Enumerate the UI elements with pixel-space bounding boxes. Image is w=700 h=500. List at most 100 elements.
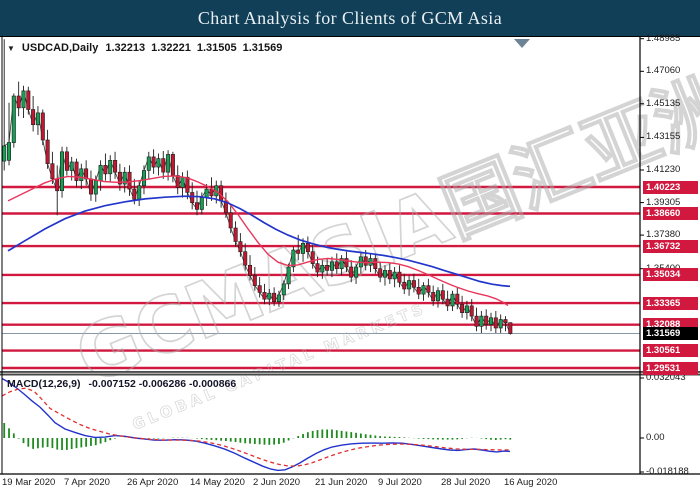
candle-bullish xyxy=(93,180,98,195)
price-tick-label: 1.41230 xyxy=(646,164,681,175)
candle-bearish xyxy=(503,319,508,324)
autoscroll-arrow-icon xyxy=(514,39,530,48)
price-tick-label: 1.39305 xyxy=(646,196,681,208)
candle-bearish xyxy=(243,251,248,266)
candle-bearish xyxy=(31,109,36,125)
candle-bearish xyxy=(50,163,55,180)
page-title: Chart Analysis for Clients of GCM Asia xyxy=(197,7,503,28)
candle-bullish xyxy=(320,264,325,273)
candle-bearish xyxy=(248,264,253,276)
candle-bullish xyxy=(156,158,161,168)
price-level-badge: 1.36732 xyxy=(643,239,698,253)
candle-bullish xyxy=(392,271,397,280)
candle-bearish xyxy=(305,243,310,253)
candle-bearish xyxy=(161,158,166,173)
candle-bearish xyxy=(132,188,137,200)
price-tick-label: 1.43155 xyxy=(646,131,681,143)
candle-bullish xyxy=(435,290,440,302)
indicator-label: MACD(12,26,9) -0.007152 -0.006286 -0.000… xyxy=(7,378,236,390)
candle-bearish xyxy=(474,315,479,327)
candle-bearish xyxy=(219,185,224,202)
low-value: 1.31505 xyxy=(196,42,237,54)
candle-bearish xyxy=(16,95,21,109)
candle-bearish xyxy=(493,317,498,329)
candle-bullish xyxy=(137,185,142,200)
candle-bearish xyxy=(151,156,156,168)
candle-bearish xyxy=(170,154,175,176)
symbol-info-bar: ▼ USDCAD,Daily 1.32213 1.32221 1.31505 1… xyxy=(7,41,282,55)
candle-bullish xyxy=(291,249,296,268)
price-level-badge: 1.38660 xyxy=(643,207,698,220)
candle-bearish xyxy=(252,275,257,286)
price-tick-label: 1.35400 xyxy=(646,263,680,274)
candle-bearish xyxy=(363,256,368,266)
candle-bearish xyxy=(113,160,118,173)
date-label: 2 Jun 2020 xyxy=(253,477,301,488)
candle-bullish xyxy=(166,154,171,173)
price-level-badge: 1.33365 xyxy=(643,296,698,310)
axis-ticks xyxy=(640,38,644,473)
candle-bearish xyxy=(455,293,460,305)
symbol-dropdown-icon[interactable]: ▼ xyxy=(7,43,15,53)
ma-fast-line xyxy=(7,175,509,307)
candle-bearish xyxy=(257,285,262,293)
candle-bullish xyxy=(281,283,286,296)
candle-bullish xyxy=(329,261,334,271)
candle-bullish xyxy=(479,315,484,327)
candle-bearish xyxy=(402,281,407,290)
price-level-badge: 1.30561 xyxy=(643,344,698,358)
candle-bearish xyxy=(89,178,94,195)
candle-bearish xyxy=(84,168,89,180)
candle-bearish xyxy=(445,298,450,307)
candle-bearish xyxy=(262,292,267,300)
candle-bearish xyxy=(26,90,31,110)
candle-bearish xyxy=(460,303,465,314)
candle-bullish xyxy=(407,280,412,290)
candle-bullish xyxy=(204,188,209,198)
candle-bullish xyxy=(146,156,151,171)
candle-bullish xyxy=(122,171,127,185)
indicator-name: MACD(12,26,9) xyxy=(7,378,81,390)
date-label: 19 Mar 2020 xyxy=(2,477,56,488)
candle-bearish xyxy=(431,292,436,302)
date-label: 28 Jul 2020 xyxy=(441,477,491,488)
candle-bullish xyxy=(2,145,7,162)
macd-signal-line xyxy=(1,387,511,467)
candle-bearish xyxy=(440,290,445,300)
macd-layer xyxy=(1,377,512,472)
price-tick-label: 1.37380 xyxy=(646,229,681,241)
high-value: 1.32221 xyxy=(151,42,191,54)
candle-bearish xyxy=(378,268,383,278)
close-line xyxy=(3,89,511,334)
candle-bullish xyxy=(108,160,113,175)
candles-layer xyxy=(2,39,513,335)
current-price-badge: 1.31569 xyxy=(643,327,698,340)
candle-bearish xyxy=(387,270,392,280)
candle-bullish xyxy=(69,161,74,171)
candle-bullish xyxy=(142,170,147,186)
candle-bearish xyxy=(426,285,431,293)
candle-bearish xyxy=(64,151,69,171)
candle-bullish xyxy=(421,285,426,295)
candle-bearish xyxy=(228,212,233,229)
candle-bearish xyxy=(238,241,243,253)
candle-bullish xyxy=(276,294,281,302)
candle-bearish xyxy=(190,192,195,203)
candle-bearish xyxy=(310,251,315,264)
candle-bullish xyxy=(339,258,344,269)
candle-bullish xyxy=(59,151,64,192)
ma-slow-line xyxy=(7,195,511,288)
candle-bearish xyxy=(40,112,45,141)
candle-bearish xyxy=(373,258,378,269)
candle-bearish xyxy=(195,202,200,210)
date-label: 7 Apr 2020 xyxy=(64,477,110,488)
candle-bearish xyxy=(185,176,190,193)
title-bar: Chart Analysis for Clients of GCM Asia xyxy=(0,0,700,36)
candle-bearish xyxy=(223,200,228,214)
candle-bearish xyxy=(325,264,330,271)
candle-bearish xyxy=(484,315,489,325)
candle-bearish xyxy=(233,227,238,242)
candle-bullish xyxy=(21,90,26,109)
